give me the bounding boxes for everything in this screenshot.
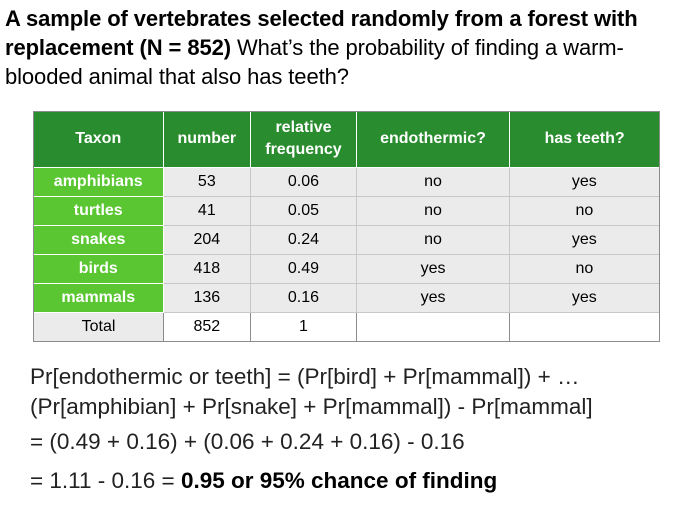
table-row: turtles 41 0.05 no no — [33, 196, 661, 226]
taxon-cell: turtles — [33, 196, 164, 226]
heading-bold-text: A sample of vertebrates selected randoml… — [5, 6, 638, 60]
slide-heading: A sample of vertebrates selected randoml… — [5, 4, 689, 91]
teeth-cell: yes — [508, 225, 661, 255]
calc-line-2: (Pr[amphibian] + Pr[snake] + Pr[mammal])… — [30, 394, 593, 419]
total-endothermic-cell — [356, 312, 510, 342]
table-row: birds 418 0.49 yes no — [33, 254, 661, 284]
number-cell: 418 — [163, 254, 251, 284]
teeth-cell: yes — [508, 167, 661, 197]
number-cell: 41 — [163, 196, 251, 226]
table-header-row: Taxon number relative frequency endother… — [33, 111, 660, 168]
total-frequency-cell: 1 — [249, 312, 358, 342]
heading-question-text: What’s the probability of finding a warm… — [5, 35, 624, 89]
endothermic-cell: no — [356, 196, 510, 226]
header-endothermic: endothermic? — [356, 111, 510, 168]
table-row: amphibians 53 0.06 no yes — [33, 167, 661, 197]
endothermic-cell: yes — [356, 254, 510, 284]
teeth-cell: no — [508, 196, 661, 226]
header-number: number — [163, 111, 251, 168]
total-teeth-cell — [508, 312, 661, 342]
taxon-cell: snakes — [33, 225, 164, 255]
header-taxon: Taxon — [33, 111, 164, 168]
number-cell: 204 — [163, 225, 251, 255]
taxon-cell: mammals — [33, 283, 164, 313]
taxon-cell: amphibians — [33, 167, 164, 197]
total-number-cell: 852 — [163, 312, 251, 342]
calc-line-3: = (0.49 + 0.16) + (0.06 + 0.24 + 0.16) -… — [30, 429, 465, 454]
vertebrate-table: Taxon number relative frequency endother… — [33, 111, 661, 342]
table-row: mammals 136 0.16 yes yes — [33, 283, 661, 313]
frequency-cell: 0.06 — [249, 167, 358, 197]
taxon-cell: birds — [33, 254, 164, 284]
frequency-cell: 0.16 — [249, 283, 358, 313]
calc-line-4-plain: = 1.11 - 0.16 = — [30, 468, 181, 493]
number-cell: 136 — [163, 283, 251, 313]
calc-line-1: Pr[endothermic or teeth] = (Pr[bird] + P… — [30, 364, 580, 389]
header-has-teeth: has teeth? — [508, 111, 660, 168]
table-row: snakes 204 0.24 no yes — [33, 225, 661, 255]
number-cell: 53 — [163, 167, 251, 197]
frequency-cell: 0.24 — [249, 225, 358, 255]
probability-calculation: Pr[endothermic or teeth] = (Pr[bird] + P… — [30, 362, 690, 500]
table-total-row: Total 852 1 — [33, 312, 661, 342]
teeth-cell: yes — [508, 283, 661, 313]
endothermic-cell: yes — [356, 283, 510, 313]
frequency-cell: 0.49 — [249, 254, 358, 284]
teeth-cell: no — [508, 254, 661, 284]
endothermic-cell: no — [356, 167, 510, 197]
calc-line-4: = 1.11 - 0.16 = 0.95 or 95% chance of fi… — [30, 461, 690, 500]
total-label-cell: Total — [33, 312, 164, 342]
frequency-cell: 0.05 — [249, 196, 358, 226]
calc-answer: 0.95 or 95% chance of finding — [180, 468, 498, 493]
endothermic-cell: no — [356, 225, 510, 255]
header-relative-frequency: relative frequency — [249, 111, 358, 168]
